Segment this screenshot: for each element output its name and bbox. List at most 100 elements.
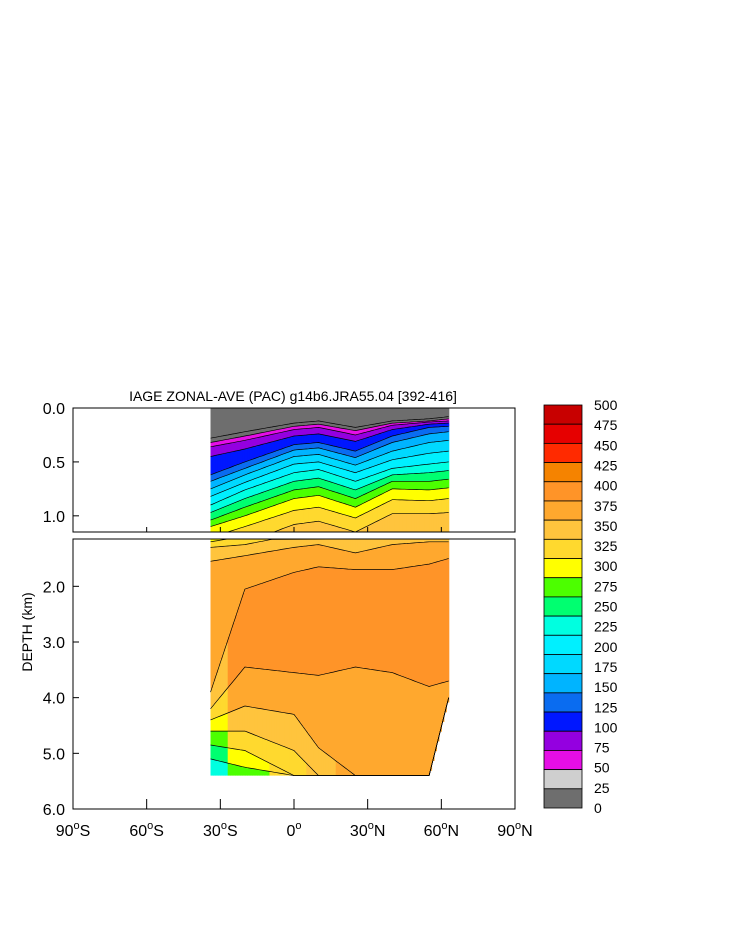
contour-band-cell xyxy=(303,569,307,674)
contour-band-cell xyxy=(239,671,244,708)
contour-band-cell xyxy=(281,438,285,449)
contour-band-cell xyxy=(340,476,344,486)
contour-band-cell xyxy=(411,431,415,438)
contour-band-cell xyxy=(242,592,246,669)
contour-band-cell xyxy=(264,443,268,455)
contour-band-cell xyxy=(384,477,388,485)
contour-band-cell xyxy=(296,426,300,430)
contour-band-cell xyxy=(289,408,293,424)
contour-band-cell xyxy=(266,473,271,482)
contour-band-cell xyxy=(350,456,354,465)
contour-band-cell xyxy=(431,427,435,434)
contour-band-cell xyxy=(279,477,283,487)
contour-band-cell xyxy=(262,432,266,437)
contour-band-cell xyxy=(291,750,295,775)
contour-band-cell xyxy=(335,408,339,425)
contour-band-cell xyxy=(370,483,374,492)
contour-band-cell xyxy=(399,543,403,569)
contour-band-cell xyxy=(262,709,266,739)
contour-band-cell xyxy=(389,672,393,776)
contour-band-cell xyxy=(411,481,415,490)
x-tick-label: 60oN xyxy=(424,820,459,840)
contour-band-cell xyxy=(279,439,283,450)
contour-band-cell xyxy=(360,462,364,471)
contour-band-cell xyxy=(239,556,244,601)
contour-band-cell xyxy=(247,488,251,498)
contour-band-cell xyxy=(259,408,263,429)
contour-band-cell xyxy=(362,447,366,455)
contour-band-cell xyxy=(433,433,438,442)
contour-band-cell xyxy=(409,466,413,474)
contour-band-cell xyxy=(411,423,415,427)
contour-band-cell xyxy=(269,458,273,466)
contour-band-cell xyxy=(215,673,219,702)
contour-band-cell xyxy=(340,468,344,477)
lower-panel-contour-lines xyxy=(210,539,450,776)
contour-band-cell xyxy=(382,478,386,486)
contour-band-cell xyxy=(215,546,219,561)
contour-band-cell xyxy=(323,508,327,524)
contour-band-cell xyxy=(436,419,440,422)
contour-band-cell xyxy=(357,429,361,434)
contour-band-cell xyxy=(308,428,312,435)
contour-band-cell xyxy=(249,554,253,588)
contour-band-cell xyxy=(249,733,253,754)
contour-band-cell xyxy=(276,478,280,487)
contour-band-cell xyxy=(301,480,305,489)
contour-band-cell xyxy=(321,496,325,509)
contour-band-cell xyxy=(274,743,278,767)
contour-band-cell xyxy=(222,714,226,732)
contour-band-cell xyxy=(306,462,310,471)
contour-band-cell xyxy=(276,577,280,671)
contour-band-cell xyxy=(335,492,339,502)
contour-band-cell xyxy=(264,460,268,468)
contour-band-cell xyxy=(414,423,418,427)
contour-band-cell xyxy=(325,422,329,426)
contour-band-cell xyxy=(335,475,339,485)
contour-band-cell xyxy=(239,516,244,528)
contour-band-cell xyxy=(239,749,244,767)
contour-band-cell xyxy=(392,423,396,426)
contour-band-cell xyxy=(298,509,302,524)
contour-band-cell xyxy=(397,449,401,459)
contour-band-cell xyxy=(446,681,450,703)
contour-band-cell xyxy=(227,747,231,764)
contour-band-cell xyxy=(291,510,295,525)
contour-band-cell xyxy=(438,541,442,561)
contour-band-cell xyxy=(284,408,288,425)
contour-band-cell xyxy=(308,736,312,767)
contour-band-cell xyxy=(271,670,275,711)
contour-band-cell xyxy=(402,408,406,421)
contour-band-cell xyxy=(431,685,435,761)
contour-band-cell xyxy=(433,489,438,501)
contour-band-cell xyxy=(274,426,278,430)
contour-band-cell xyxy=(384,671,388,776)
contour-band-cell xyxy=(286,774,290,776)
contour-band-cell xyxy=(249,487,253,497)
contour-band-cell xyxy=(237,708,241,732)
contour-band-cell xyxy=(416,473,420,482)
contour-band-cell xyxy=(443,421,447,424)
contour-band-cell xyxy=(220,500,224,509)
contour-band-cell xyxy=(372,522,376,532)
contour-band-cell xyxy=(443,451,447,463)
contour-band-cell xyxy=(370,499,374,511)
contour-band-cell xyxy=(404,408,408,421)
contour-band-cell xyxy=(379,670,383,776)
contour-band-cell xyxy=(446,462,450,471)
contour-band-cell xyxy=(217,540,221,547)
contour-band-cell xyxy=(259,428,263,433)
contour-band-cell xyxy=(239,500,244,509)
contour-band-cell xyxy=(387,476,391,484)
contour-band-cell xyxy=(433,463,438,473)
contour-band-cell xyxy=(365,493,369,502)
contour-band-cell xyxy=(387,539,391,546)
contour-band-cell xyxy=(321,455,325,463)
contour-band-cell xyxy=(289,482,293,492)
contour-band-cell xyxy=(424,564,428,686)
contour-band-cell xyxy=(227,505,231,514)
contour-line xyxy=(210,478,449,521)
contour-band-cell xyxy=(338,427,342,432)
contour-band-cell xyxy=(436,539,440,542)
contour-band-cell xyxy=(318,521,322,532)
